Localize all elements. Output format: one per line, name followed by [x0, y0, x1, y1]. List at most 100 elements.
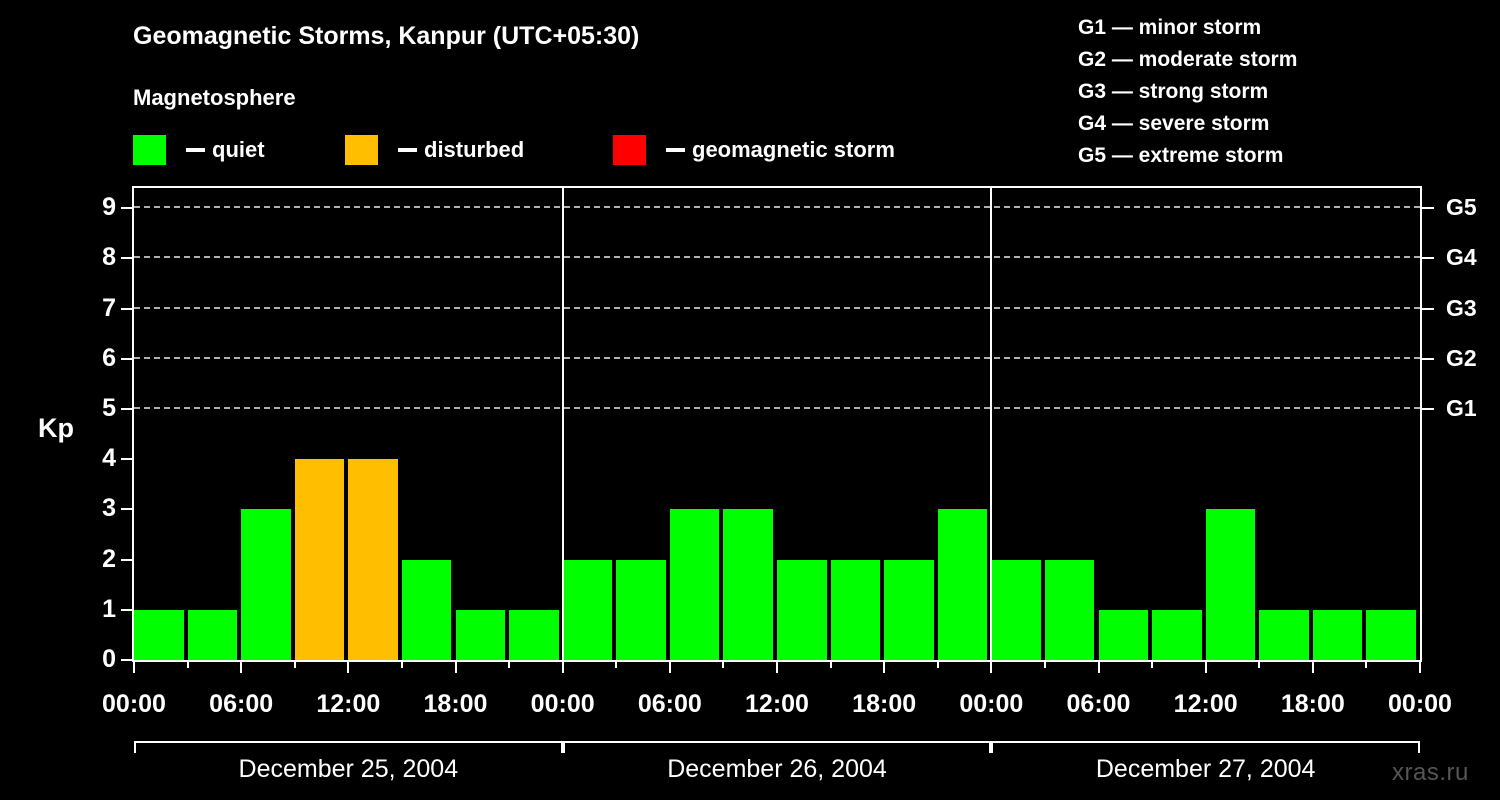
- x-tick-mark: [1204, 662, 1207, 673]
- bar: [723, 509, 773, 660]
- y-tick-mark: [121, 508, 132, 511]
- bar: [830, 559, 881, 660]
- legend-dash-icon: [186, 148, 205, 152]
- date-bracket: [991, 741, 1420, 753]
- g-legend-row-g2: G2 — moderate storm: [1078, 48, 1298, 71]
- g-axis-label-g5: G5: [1446, 194, 1477, 221]
- y-tick-label-5: 5: [102, 393, 116, 422]
- x-tick-minor-mark: [293, 662, 296, 668]
- x-tick-mark: [561, 662, 564, 673]
- g-tick-mark: [1422, 407, 1434, 410]
- date-bracket: [562, 741, 992, 753]
- plot-inner: [134, 188, 1420, 660]
- g-tick-mark: [1422, 257, 1434, 260]
- g-legend-row-g4: G4 — severe storm: [1078, 112, 1270, 135]
- y-tick-label-7: 7: [102, 293, 116, 322]
- x-tick-minor-mark: [1258, 662, 1261, 668]
- x-tick-label: 06:00: [1066, 690, 1131, 718]
- y-tick-mark: [121, 207, 132, 210]
- plot-area: [132, 186, 1422, 662]
- g-tick-mark: [1422, 307, 1434, 310]
- x-tick-minor-mark: [186, 662, 189, 668]
- x-tick-label: 00:00: [1388, 690, 1452, 718]
- g-axis-label-g2: G2: [1446, 344, 1477, 371]
- x-tick-label: 18:00: [852, 690, 917, 718]
- bar: [1152, 609, 1202, 660]
- x-tick-label: 12:00: [316, 690, 381, 718]
- bar: [348, 459, 398, 660]
- y-tick-label-6: 6: [102, 343, 116, 372]
- gridline-kp-7: [134, 306, 1420, 309]
- bar: [1044, 559, 1095, 660]
- bar: [1312, 609, 1363, 660]
- bar: [401, 559, 452, 660]
- bar: [187, 609, 238, 660]
- gridline-kp-8: [134, 256, 1420, 259]
- y-tick-mark: [121, 257, 132, 260]
- x-tick-label: 06:00: [637, 690, 702, 718]
- bar: [1205, 509, 1256, 660]
- y-tick-label-3: 3: [102, 494, 116, 523]
- x-tick-label: 12:00: [745, 690, 809, 718]
- x-tick-mark: [1311, 662, 1314, 673]
- y-tick-label-9: 9: [102, 193, 116, 222]
- y-tick-label-4: 4: [102, 444, 116, 473]
- x-tick-mark: [133, 662, 135, 673]
- legend-dash-icon: [666, 148, 685, 152]
- y-tick-mark: [121, 357, 132, 360]
- x-tick-label: 00:00: [102, 690, 166, 718]
- x-tick-minor-mark: [1151, 662, 1154, 668]
- y-tick-label-1: 1: [102, 594, 116, 623]
- legend-label: quiet: [212, 137, 265, 162]
- x-tick-mark: [668, 662, 671, 673]
- y-axis-label: Kp: [38, 413, 74, 443]
- x-tick-label: 06:00: [209, 690, 274, 718]
- day-separator: [990, 188, 993, 660]
- legend-swatch-icon: [345, 135, 378, 165]
- date-bracket: [134, 741, 563, 753]
- bar: [616, 559, 666, 660]
- bar: [777, 559, 827, 660]
- x-tick-minor-mark: [722, 662, 725, 668]
- x-tick-label: 00:00: [959, 690, 1024, 718]
- legend-entry-geomagnetic-storm: geomagnetic storm: [613, 133, 895, 167]
- bar: [241, 509, 291, 660]
- x-tick-label: 00:00: [530, 690, 595, 718]
- bar: [1366, 609, 1416, 660]
- y-tick-mark: [121, 558, 132, 561]
- x-tick-mark: [1097, 662, 1100, 673]
- page-title: Geomagnetic Storms, Kanpur (UTC+05:30): [133, 22, 640, 50]
- bar: [509, 609, 559, 660]
- x-tick-label: 18:00: [423, 690, 488, 718]
- gridline-kp-5: [134, 406, 1420, 409]
- watermark: xras.ru: [1392, 759, 1469, 786]
- y-tick-label-2: 2: [102, 544, 116, 573]
- bar: [991, 559, 1041, 660]
- x-tick-label: 18:00: [1280, 690, 1345, 718]
- x-tick-minor-mark: [936, 662, 939, 668]
- date-label: December 26, 2004: [667, 755, 887, 783]
- g-legend-row-g3: G3 — strong storm: [1078, 80, 1269, 103]
- legend-label: disturbed: [424, 137, 525, 162]
- bar: [455, 609, 506, 660]
- legend-label: geomagnetic storm: [692, 137, 895, 162]
- g-tick-mark: [1422, 207, 1434, 210]
- g-axis-label-g1: G1: [1446, 394, 1477, 421]
- g-legend-row-g1: G1 — minor storm: [1078, 16, 1262, 39]
- gridline-kp-9: [134, 206, 1420, 209]
- x-tick-mark: [1419, 662, 1421, 673]
- legend-swatch-icon: [133, 135, 166, 165]
- x-tick-mark: [240, 662, 243, 673]
- bar: [134, 609, 184, 660]
- g-axis-label-g4: G4: [1446, 244, 1477, 271]
- x-tick-minor-mark: [615, 662, 618, 668]
- bar: [884, 559, 934, 660]
- y-tick-mark: [121, 659, 132, 661]
- g-axis-label-g3: G3: [1446, 294, 1477, 321]
- date-label: December 27, 2004: [1095, 755, 1316, 783]
- x-tick-label: 12:00: [1173, 690, 1238, 718]
- legend-entry-quiet: quiet: [133, 133, 265, 167]
- x-tick-minor-mark: [1043, 662, 1046, 668]
- bar: [1259, 609, 1309, 660]
- gridline-kp-6: [134, 356, 1420, 359]
